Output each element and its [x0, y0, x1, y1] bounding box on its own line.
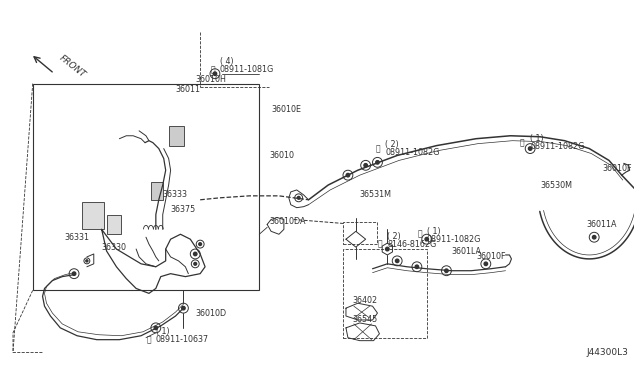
- Text: FRONT: FRONT: [58, 54, 87, 80]
- Bar: [151, 182, 163, 200]
- Circle shape: [298, 196, 300, 199]
- Text: ( 2): ( 2): [387, 232, 401, 241]
- Bar: [82, 202, 104, 230]
- Circle shape: [593, 235, 596, 239]
- Circle shape: [529, 147, 532, 150]
- Bar: [107, 215, 122, 234]
- Text: 36011: 36011: [175, 85, 200, 94]
- Circle shape: [425, 237, 428, 241]
- Text: 36010D: 36010D: [195, 308, 227, 318]
- Text: 36330: 36330: [102, 243, 127, 251]
- Text: 36333: 36333: [163, 190, 188, 199]
- Text: ( 1): ( 1): [156, 327, 170, 336]
- Text: 08911-1081G: 08911-1081G: [220, 65, 274, 74]
- Text: ( 4): ( 4): [220, 57, 234, 66]
- Text: 08911-1082G: 08911-1082G: [385, 148, 440, 157]
- Text: ( 1): ( 1): [530, 134, 544, 143]
- Circle shape: [385, 247, 389, 251]
- Text: 08911-10637: 08911-10637: [156, 335, 209, 344]
- Text: J44300L3: J44300L3: [587, 349, 628, 357]
- Circle shape: [199, 243, 202, 246]
- Text: Ⓝ: Ⓝ: [375, 144, 380, 153]
- Circle shape: [415, 265, 419, 269]
- Bar: [33, 84, 259, 291]
- Circle shape: [396, 259, 399, 263]
- Circle shape: [72, 272, 76, 275]
- Text: 36375: 36375: [171, 205, 196, 214]
- Text: 36545: 36545: [353, 315, 378, 324]
- Circle shape: [364, 164, 367, 167]
- Circle shape: [154, 326, 157, 330]
- Text: 36011A: 36011A: [586, 220, 617, 229]
- Circle shape: [484, 262, 488, 266]
- Bar: [343, 222, 378, 244]
- Circle shape: [86, 260, 88, 262]
- Circle shape: [346, 173, 349, 177]
- Text: 36010DA: 36010DA: [269, 217, 306, 226]
- Text: ( 1): ( 1): [427, 227, 440, 236]
- Circle shape: [182, 307, 185, 310]
- Text: 08911-1082G: 08911-1082G: [530, 142, 584, 151]
- Text: Ⓝ: Ⓝ: [520, 138, 525, 147]
- Text: 36010E: 36010E: [271, 105, 301, 114]
- Text: Ⓝ: Ⓝ: [378, 240, 383, 248]
- Text: 36010F: 36010F: [476, 253, 506, 262]
- Text: 36010F: 36010F: [602, 164, 632, 173]
- Text: 36010: 36010: [269, 151, 294, 160]
- Bar: [169, 126, 184, 145]
- Text: 36530M: 36530M: [540, 180, 572, 189]
- Text: 3601LA: 3601LA: [451, 247, 481, 256]
- Text: Ⓝ: Ⓝ: [211, 65, 215, 74]
- Text: Ⓝ: Ⓝ: [147, 335, 151, 344]
- Circle shape: [445, 269, 448, 272]
- Circle shape: [376, 161, 379, 164]
- Bar: [343, 249, 427, 338]
- Text: 36331: 36331: [64, 233, 89, 242]
- Circle shape: [193, 252, 197, 256]
- Text: Ⓝ: Ⓝ: [417, 230, 422, 239]
- Text: 36010H: 36010H: [195, 75, 226, 84]
- Circle shape: [213, 72, 217, 76]
- Text: 8146-8162G: 8146-8162G: [387, 240, 436, 248]
- Circle shape: [194, 262, 196, 265]
- Text: 36531M: 36531M: [360, 190, 392, 199]
- Text: ( 2): ( 2): [385, 140, 399, 149]
- Text: 08911-1082G: 08911-1082G: [427, 235, 481, 244]
- Text: 36402: 36402: [353, 296, 378, 305]
